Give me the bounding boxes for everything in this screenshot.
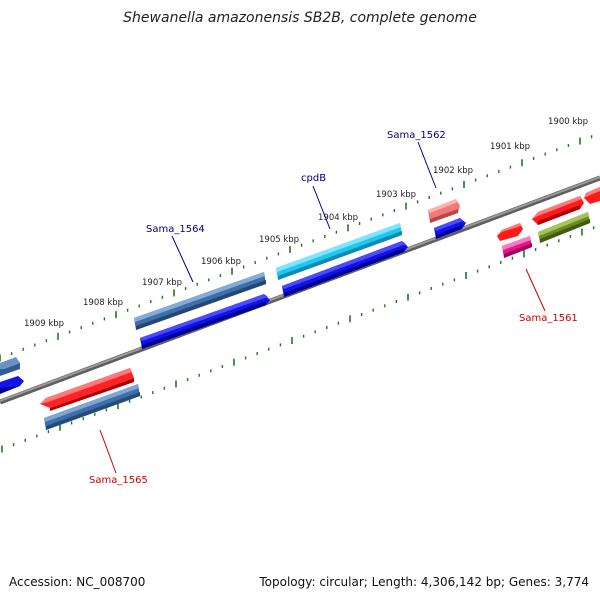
tick-label-1907: 1907 kbp [142,278,182,288]
tick-label-1904: 1904 kbp [318,213,358,223]
gene-sama-1565-steelblue[interactable] [44,384,140,430]
map-title: Shewanella amazonensis SB2B, complete ge… [123,10,477,26]
tick-label-1900: 1900 kbp [548,117,588,127]
gene-cpdb-cyan[interactable] [276,223,402,280]
gene-olive-right[interactable] [538,212,590,243]
tick-label-1908: 1908 kbp [83,298,123,308]
label-leaders [99,141,546,474]
tick-labels: 1909 kbp 1908 kbp 1907 kbp 1906 kbp 1905… [24,117,588,329]
gene-red-right[interactable] [532,196,584,225]
gene-sama-1564-steelblue[interactable] [134,272,266,330]
gene-cpdb-blue[interactable] [282,241,408,297]
gene-label-sama-1564[interactable]: Sama_1564 [146,224,205,235]
gene-sama-1562-blue[interactable] [434,218,466,239]
gene-red-far-right[interactable] [584,187,600,204]
tick-label-1901: 1901 kbp [490,142,530,152]
tick-label-1903: 1903 kbp [376,190,416,200]
gene-label-sama-1565[interactable]: Sama_1565 [89,475,148,486]
coordinate-ticks-lower [1,226,595,453]
gene-labels: Sama_1564 cpdB Sama_1562 Sama_1561 Sama_… [89,130,578,486]
gene-label-sama-1562[interactable]: Sama_1562 [387,130,446,141]
topology-text: Topology: circular; Length: 4,306,142 bp… [259,575,589,589]
tick-label-1902: 1902 kbp [433,166,473,176]
gene-sama-1562-pink[interactable] [428,199,460,223]
genes [0,187,600,430]
tick-label-1909: 1909 kbp [24,319,64,329]
gene-sama-1565-red[interactable] [40,368,134,411]
gene-left-partial-blue[interactable] [0,376,24,394]
tick-label-1906: 1906 kbp [201,257,241,267]
gene-sama-1561-red-small[interactable] [497,223,523,241]
gene-left-partial-steelblue[interactable] [0,357,20,376]
accession-text: Accession: NC_008700 [9,575,146,589]
gene-sama-1561-magenta[interactable] [502,236,532,258]
gene-sama-1564-blue[interactable] [140,294,270,349]
gene-label-cpdb[interactable]: cpdB [301,173,326,184]
tick-label-1905: 1905 kbp [259,235,299,245]
gene-label-sama-1561[interactable]: Sama_1561 [519,313,578,324]
coordinate-ticks-upper [0,135,593,362]
